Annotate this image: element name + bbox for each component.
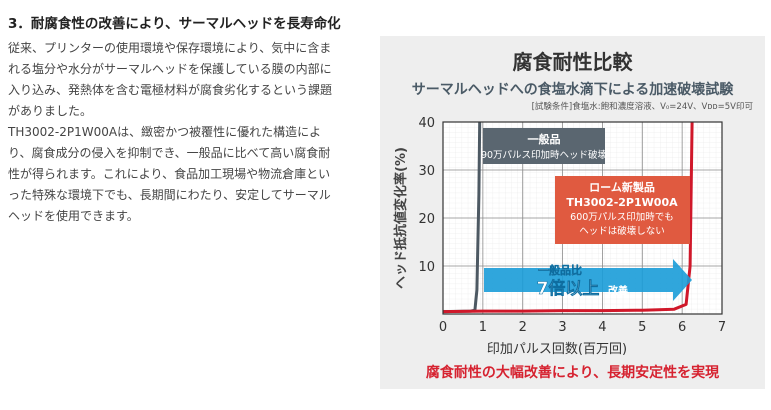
general-title: 一般品 [528,132,561,146]
x-tick-label: 4 [598,320,606,335]
rohm-product-line [442,121,694,314]
section-heading: 3．耐腐食性の改善により、サーマルヘッドを長寿命化 [8,16,341,32]
y-tick-label: 10 [418,260,435,275]
x-tick-label: 5 [638,320,646,335]
series-lines [442,121,694,314]
paragraph-1: 従来、プリンターの使用環境や保存環境により、気中に含ま れる塩分や水分がサーマル… [8,38,368,122]
x-tick-label: 7 [718,320,726,335]
rohm-title: ローム新製品 [589,180,655,194]
y-tick-label: 30 [418,164,435,179]
corrosion-comparison-figure: 腐食耐性比較 サーマルヘッドへの食塩水滴下による加速破壊試験 [試験条件]食塩水… [380,36,765,389]
rohm-annotation: ローム新製品 TH3002-2P1W00A 600万パルス印加時でも ヘッドは破… [555,176,690,244]
paragraph-line: 性が得られます。これにより、食品加工現場や物流倉庫とい [8,167,331,181]
x-tick-label: 1 [479,320,487,335]
x-tick-label: 0 [439,320,447,335]
general-detail: 90万パルス印加時ヘッド破壊 [481,149,608,161]
paragraph-line: り、腐食成分の侵入を抑制でき、一般品に比べて高い腐食耐 [8,146,331,160]
paragraph-line: った特殊な環境下でも、長期間にわたり、安定してサーマル [8,188,331,202]
body-text: 従来、プリンターの使用環境や保存環境により、気中に含ま れる塩分や水分がサーマル… [8,38,368,227]
plot-frame [442,121,723,315]
paragraph-line: 入り込み、発熱体を含む電極材料が腐食劣化するという課題 [8,83,333,97]
test-conditions: [試験条件]食塩水:飽和濃度溶液、V₀=24V、Vᴅᴅ=5V印可 [531,102,753,112]
y-axis-label: ヘッド抵抗値変化率(%) [393,147,409,289]
arrow-label-top: 一般品比 [538,263,582,277]
x-tick-label: 2 [519,320,527,335]
paragraph-line: TH3002-2P1W00Aは、緻密かつ被覆性に優れた構造によ [8,125,322,139]
improvement-arrow: 一般品比 7倍以上 改善 [484,259,692,301]
x-tick-label: 3 [558,320,566,335]
paragraph-line: 従来、プリンターの使用環境や保存環境により、気中に含ま [8,41,332,55]
general-annotation: 一般品 90万パルス印加時ヘッド破壊 [481,128,608,164]
paragraph-line: ヘッドを使用できます。 [8,209,139,223]
tick-labels: 0 1 2 3 4 5 6 7 10 20 30 40 [418,116,726,335]
paragraph-line: がありました。 [8,104,93,118]
paragraph-line: れる塩分や水分がサーマルヘッドを保護している膜の内部に [8,62,332,76]
y-tick-label: 40 [418,116,435,131]
x-tick-label: 6 [678,320,686,335]
figure-title: 腐食耐性比較 [512,50,633,74]
figure-subtitle: サーマルヘッドへの食塩水滴下による加速破壊試験 [411,82,734,98]
y-tick-label: 20 [418,212,435,227]
rohm-model: TH3002-2P1W00A [566,196,678,209]
figure-footer: 腐食耐性の大幅改善により、長期安定性を実現 [425,365,720,381]
corrosion-chart: 0 1 2 3 4 5 6 7 10 20 30 40 印加パルス回数(百万回) ヘッド抵抗値変化率(… [393,116,726,357]
arrow-label-suffix: 改善 [608,284,628,297]
arrow-label-main: 7倍以上 [537,278,600,299]
paragraph-2: TH3002-2P1W00Aは、緻密かつ被覆性に優れた構造によ り、腐食成分の侵… [8,122,368,227]
x-axis-label: 印加パルス回数(百万回) [487,342,627,357]
rohm-detail-1: 600万パルス印加時でも [570,211,674,223]
rohm-detail-2: ヘッドは破壊しない [579,225,665,237]
